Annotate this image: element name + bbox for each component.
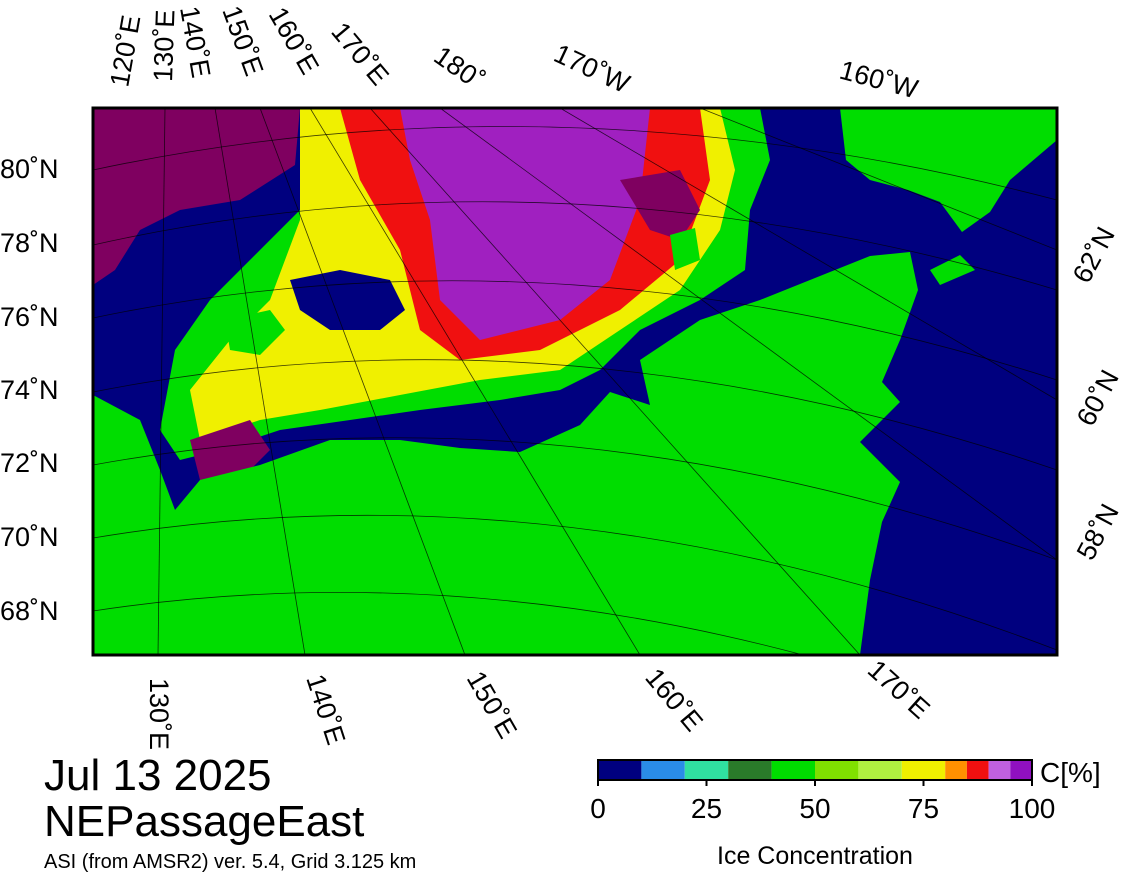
- lon-bottom-labels: 130˚E 140˚E 150˚E 160˚E 170˚E: [144, 654, 936, 750]
- colorbar-segment: [598, 760, 642, 780]
- lon-label: 150˚E: [461, 666, 523, 743]
- land: [93, 252, 918, 655]
- lat-label: 62˚N: [1067, 222, 1121, 288]
- lat-label: 70˚N: [0, 522, 59, 552]
- lon-label: 150˚E: [216, 2, 269, 80]
- lon-label: 120˚E: [104, 13, 146, 89]
- lat-left-labels: 80˚N 78˚N 76˚N 74˚N 72˚N 70˚N 68˚N: [0, 154, 59, 626]
- lon-label: 140˚E: [300, 671, 351, 749]
- colorbar-segment: [728, 760, 772, 780]
- lon-label: 130˚E: [148, 9, 180, 82]
- colorbar-tick-label: 50: [799, 793, 830, 824]
- date: Jul 13 2025: [44, 751, 272, 800]
- polynya: [290, 270, 405, 330]
- lon-label: 170˚W: [549, 38, 634, 99]
- colorbar-tick-label: 75: [908, 793, 939, 824]
- colorbar-segment: [966, 760, 989, 780]
- lon-label: 180˚: [429, 40, 490, 96]
- colorbar-segment: [684, 760, 729, 780]
- colorbar-label: Ice Concentration: [717, 842, 913, 870]
- source: ASI (from AMSR2) ver. 5.4, Grid 3.125 km: [44, 851, 416, 873]
- colorbar: C[%] Ice Concentration 0 25 50 75 100: [590, 757, 1100, 870]
- colorbar-unit: C[%]: [1040, 757, 1101, 788]
- colorbar-segment: [815, 760, 859, 780]
- lat-label: 78˚N: [0, 228, 59, 258]
- lon-label: 170˚E: [325, 17, 394, 91]
- colorbar-segment: [901, 760, 946, 780]
- lon-label: 160˚E: [639, 663, 708, 737]
- colorbar-segment: [858, 760, 902, 780]
- map: [93, 108, 1057, 655]
- lat-label: 58˚N: [1071, 499, 1125, 565]
- map-frame: [91, 106, 1059, 657]
- colorbar-segment: [641, 760, 685, 780]
- colorbar-segment: [945, 760, 967, 780]
- colorbar-tick-label: 0: [590, 793, 606, 824]
- lon-label: 130˚E: [144, 678, 174, 750]
- ice-pack: [190, 420, 270, 480]
- colorbar-tick-label: 25: [691, 793, 722, 824]
- colorbar-tick-label: 100: [1009, 793, 1056, 824]
- lon-label: 140˚E: [174, 4, 216, 80]
- ice-pack: [620, 170, 700, 240]
- lat-label: 60˚N: [1071, 365, 1125, 431]
- lat-label: 72˚N: [0, 448, 59, 478]
- lat-label: 74˚N: [0, 375, 59, 405]
- colorbar-segment: [988, 760, 1011, 780]
- lon-label: 170˚E: [862, 654, 936, 725]
- lon-top-labels: 120˚E 130˚E 140˚E 150˚E 160˚E 170˚E 180˚…: [104, 2, 921, 105]
- region: NEPassageEast: [44, 797, 364, 846]
- lon-label: 160˚E: [263, 2, 325, 79]
- lat-right-labels: 62˚N 60˚N 58˚N: [1067, 222, 1125, 565]
- ice-pack: [93, 108, 300, 285]
- graticule: [93, 108, 1057, 655]
- land: [840, 108, 1057, 232]
- colorbar-segment: [771, 760, 815, 780]
- island: [225, 310, 285, 355]
- colorbar-segment: [1010, 760, 1032, 780]
- lon-label: 160˚W: [836, 55, 921, 105]
- lat-label: 68˚N: [0, 596, 59, 626]
- island: [670, 228, 700, 270]
- lat-label: 80˚N: [0, 154, 59, 184]
- lat-label: 76˚N: [0, 302, 59, 332]
- ice-full: [400, 108, 650, 340]
- island: [930, 255, 975, 285]
